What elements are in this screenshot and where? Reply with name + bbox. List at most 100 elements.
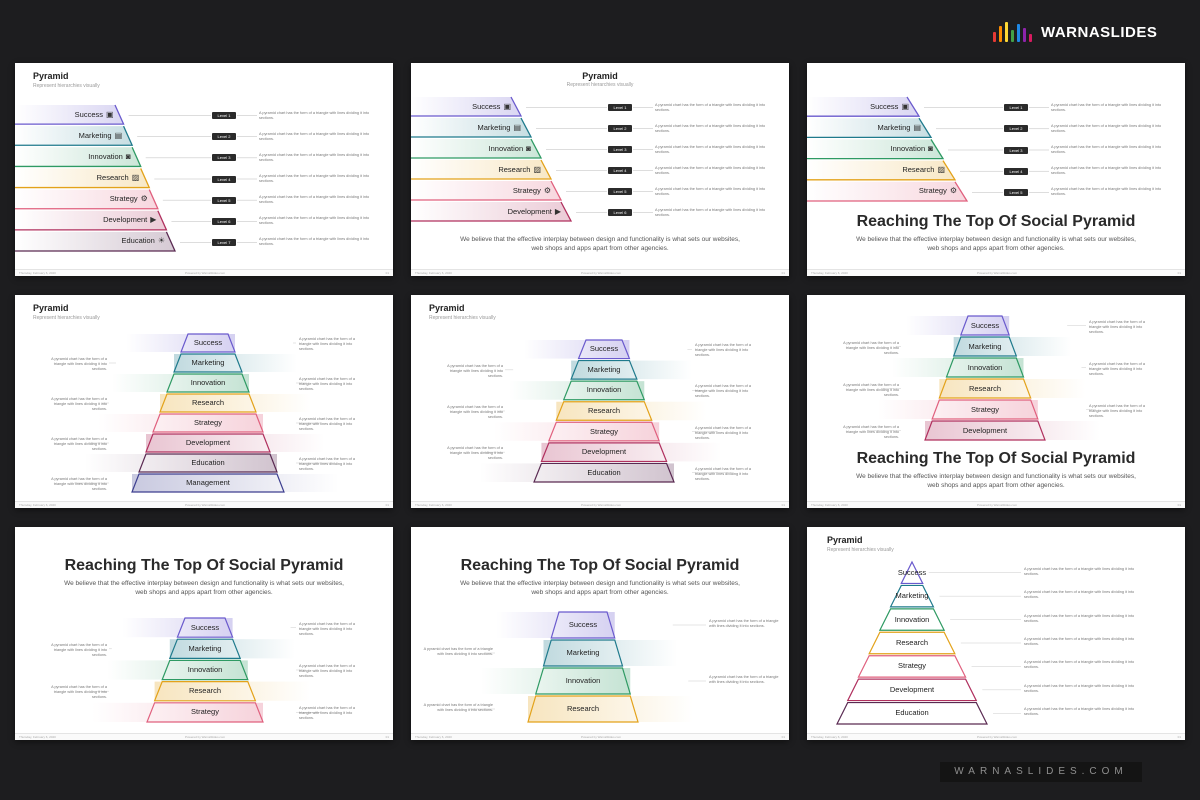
level-label: Development — [185, 438, 231, 447]
description-text: A pyramid chart has the form of a triang… — [655, 102, 766, 112]
level-label: Education — [191, 458, 225, 467]
pyramid-graphic — [479, 339, 732, 483]
pyramid-graphic — [836, 560, 1021, 725]
description-text: A pyramid chart has the form of a triang… — [447, 446, 503, 461]
pyramid-band-development — [541, 442, 722, 462]
level-badge: Level 4 — [212, 175, 236, 183]
description-text: A pyramid chart has the form of a triang… — [51, 477, 107, 491]
megaphone-icon: ▤ — [513, 122, 521, 132]
big-title: Reaching The Top Of Social Pyramid — [460, 557, 740, 574]
footer-date: Thursday, February 6, 2020 — [19, 503, 56, 507]
pyramid-band-success — [122, 618, 233, 638]
slide-thumbnail-4[interactable]: Success A pyramid chart has the form of a… — [15, 295, 393, 508]
slide-thumbnail-9[interactable]: Success A pyramid chart has the form of a… — [807, 527, 1185, 740]
pyramid-band-marketing — [15, 126, 133, 146]
footer-powered: Powered by WarnaSlides.com — [977, 735, 1018, 739]
pyramid-graphic — [411, 96, 653, 222]
pyramid-tier-research — [868, 631, 956, 655]
slide-title: Pyramid — [33, 71, 69, 81]
pyramid-tier-marketing — [173, 353, 243, 373]
pyramid-band-strategy — [92, 702, 263, 722]
level-label: Strategy ⚙ — [487, 186, 551, 195]
level-badge: Level 3 — [1004, 146, 1028, 154]
pyramid-band-development — [15, 210, 167, 230]
level-label-text: Marketing — [477, 122, 511, 132]
slide-thumbnail-1[interactable]: Success ▣ Level 1 A pyramid chart has the f… — [15, 63, 393, 276]
slide-title: Pyramid — [582, 71, 618, 81]
level-label: Success — [190, 622, 220, 632]
pyramid-band-development — [411, 202, 571, 221]
website-watermark: WARNASLIDES.COM — [940, 762, 1142, 782]
footer-powered: Powered by WarnaSlides.com — [581, 503, 622, 507]
description-text: A pyramid chart has the form of a triang… — [423, 703, 493, 712]
description-text: A pyramid chart has the form of a triang… — [259, 152, 370, 162]
pyramid-band-innovation — [807, 139, 943, 159]
pyramid-band-success — [807, 97, 919, 117]
pyramid-edge-research — [807, 160, 957, 181]
slide-thumbnail-3[interactable]: Success ▣ Level 1 A pyramid chart has the f… — [807, 63, 1185, 276]
pyramid-graphic — [867, 315, 1100, 441]
slide-thumbnail-2[interactable]: Success ▣ Level 1 A pyramid chart has the f… — [411, 63, 789, 276]
pyramid-edge-marketing — [411, 117, 533, 138]
level-label: Success — [897, 567, 927, 577]
pyramid-tier-success — [900, 560, 924, 585]
slide-subtitle: Represent hierarchies visually — [429, 315, 496, 321]
slide-subtitle: Represent hierarchies visually — [566, 82, 634, 88]
pyramid-edge-marketing — [15, 125, 134, 146]
level-label: Innovation — [894, 614, 930, 624]
footer-date: Thursday, February 6, 2020 — [811, 503, 848, 507]
footer-page: 01 — [385, 503, 389, 507]
description-text: A pyramid chart has the form of a triang… — [299, 457, 355, 471]
pyramid-band-research — [939, 379, 1086, 398]
colored-bars-logo-icon — [993, 22, 1032, 42]
image-icon: ▨ — [533, 164, 541, 174]
pyramid-graphic — [92, 617, 321, 723]
level-label-text: Innovation — [890, 144, 926, 153]
pyramid-band-research — [160, 394, 311, 412]
megaphone-icon: ▤ — [114, 130, 123, 140]
description-text: A pyramid chart has the form of a triang… — [1051, 145, 1162, 154]
comment-icon: ▣ — [503, 101, 511, 111]
slide-footer: Thursday, February 6, 2020 Powered by War… — [807, 269, 1185, 276]
pyramid-band-education — [84, 454, 277, 472]
footer-date: Thursday, February 6, 2020 — [19, 735, 56, 739]
description-text: A pyramid chart has the form of a triang… — [447, 363, 503, 378]
binoculars-icon: ◙ — [928, 144, 933, 153]
pyramid-tier-development — [924, 420, 1046, 441]
slide-thumbnail-7[interactable]: Success A pyramid chart has the form of a… — [15, 527, 393, 740]
slide-footer: Thursday, February 6, 2020 Powered by War… — [15, 269, 393, 276]
level-label: Strategy — [898, 661, 926, 671]
description-text: A pyramid chart has the form of a triang… — [695, 425, 751, 440]
brand-name: WARNASLIDES — [1041, 23, 1158, 41]
footer-powered: Powered by WarnaSlides.com — [581, 735, 622, 739]
level-label: Marketing — [587, 364, 621, 374]
description-text: A pyramid chart has the form of a triang… — [1024, 566, 1135, 576]
slide-thumbnail-8[interactable]: Success A pyramid chart has the form of a… — [411, 527, 789, 740]
level-label-text: Development — [507, 206, 552, 216]
level-label-text: Research — [498, 164, 531, 174]
pyramid-tier-marketing — [952, 336, 1018, 357]
pyramid-band-management — [132, 474, 339, 492]
footer-date: Thursday, February 6, 2020 — [415, 735, 452, 739]
bullhorn-icon: ▶ — [150, 215, 157, 225]
pyramid-band-strategy — [411, 181, 561, 200]
footer-date: Thursday, February 6, 2020 — [415, 503, 452, 507]
pyramid-tier-innovation — [534, 667, 632, 695]
pyramid-band-marketing — [571, 360, 692, 380]
description-text: A pyramid chart has the form of a triang… — [51, 685, 107, 700]
footer-date: Thursday, February 6, 2020 — [811, 735, 848, 739]
footer-powered: Powered by WarnaSlides.com — [977, 503, 1018, 507]
description-text: A pyramid chart has the form of a triang… — [1024, 637, 1135, 646]
level-label-text: Education — [121, 236, 155, 246]
footer-powered: Powered by WarnaSlides.com — [581, 271, 622, 275]
slide-footer: Thursday, February 6, 2020 Powered by War… — [15, 733, 393, 740]
level-badge: Level 1 — [608, 104, 632, 111]
footer-page: 01 — [781, 503, 785, 507]
pyramid-edge-development — [15, 210, 168, 231]
level-label-text: Strategy — [109, 194, 138, 204]
pyramid-band-strategy — [493, 422, 660, 441]
lightbulb-icon: ☀ — [157, 236, 165, 246]
slide-thumbnail-5[interactable]: Success A pyramid chart has the form of a… — [411, 295, 789, 508]
level-label-text: Marketing — [78, 130, 112, 140]
slide-thumbnail-6[interactable]: Success A pyramid chart has the form of a… — [807, 295, 1185, 508]
